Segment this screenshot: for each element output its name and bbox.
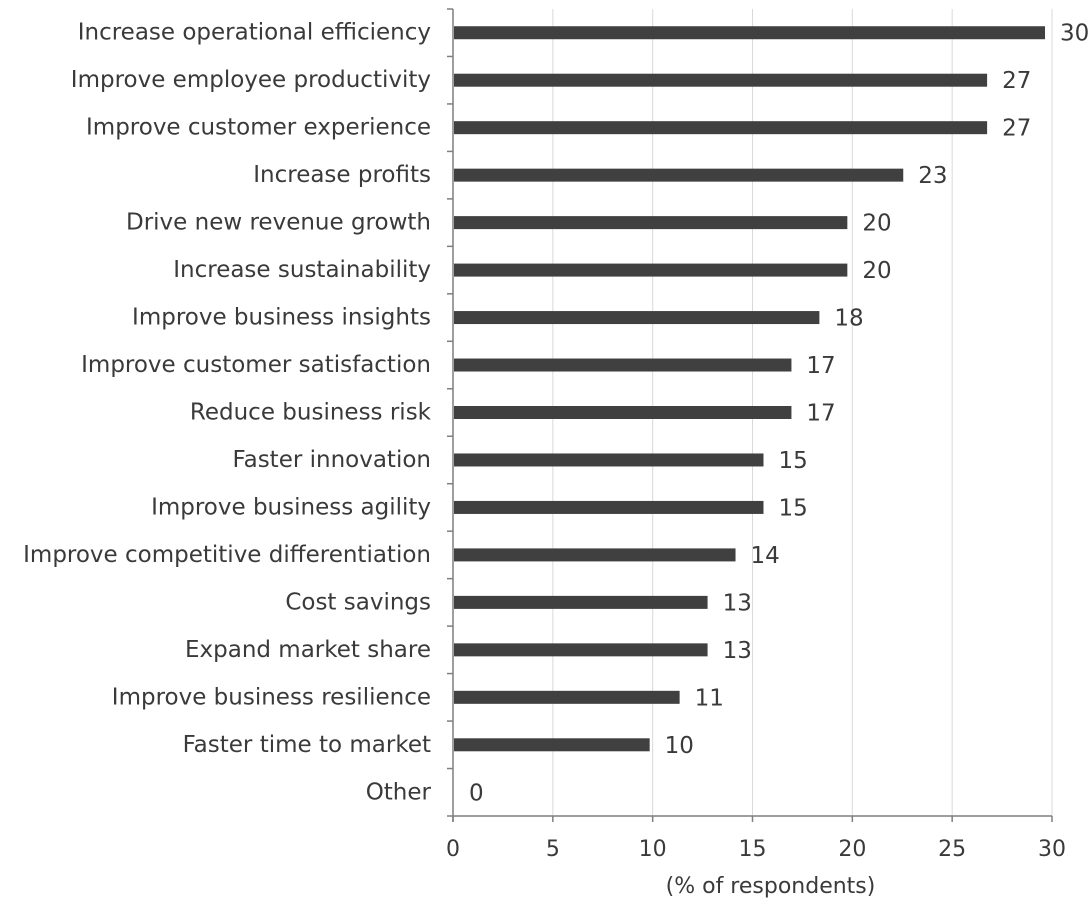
data-label: 15: [778, 448, 807, 474]
category-label: Improve competitive differentiation: [23, 542, 431, 568]
data-label: 15: [778, 495, 807, 521]
axes: [447, 8, 1053, 822]
data-label: 20: [862, 211, 891, 237]
category-label: Improve customer experience: [86, 115, 431, 141]
bar: [454, 500, 764, 514]
x-tick-label: 20: [838, 837, 866, 862]
data-label: 14: [751, 543, 780, 569]
bar: [454, 595, 708, 609]
category-label: Increase profits: [253, 162, 431, 188]
bar: [454, 738, 650, 752]
data-label: 10: [665, 733, 694, 759]
category-label: Increase sustainability: [173, 257, 431, 283]
x-tick-labels: 0 5 10 15 20 25 30: [446, 837, 1066, 862]
category-label: Faster innovation: [232, 447, 431, 473]
x-axis-title: (% of respondents): [666, 874, 876, 899]
bar: [454, 216, 848, 230]
data-label: 30: [1060, 21, 1089, 47]
bar: [454, 406, 792, 419]
bar: [454, 73, 988, 87]
data-label: 0: [469, 780, 484, 806]
data-label: 17: [806, 353, 835, 379]
data-label: 18: [834, 306, 863, 332]
bar: [454, 358, 792, 372]
bar: [454, 690, 680, 704]
bar: [454, 263, 848, 277]
bar: [454, 548, 736, 562]
data-label: 11: [695, 685, 724, 711]
data-label: 20: [862, 258, 891, 284]
data-label: 27: [1002, 68, 1031, 94]
category-label: Reduce business risk: [190, 400, 432, 426]
x-tick-label: 0: [446, 837, 460, 862]
category-label: Improve customer satisfaction: [81, 352, 431, 378]
data-label: 13: [723, 638, 752, 664]
category-label: Expand market share: [185, 637, 431, 663]
x-tick-label: 15: [739, 837, 767, 862]
data-label: 27: [1002, 116, 1031, 142]
category-label: Increase operational efficiency: [78, 20, 431, 46]
data-label: 23: [918, 163, 947, 189]
bar: [454, 168, 904, 182]
bar: [454, 121, 988, 135]
x-tick-label: 25: [938, 837, 966, 862]
category-label: Improve business resilience: [112, 684, 431, 710]
bar: [454, 453, 764, 467]
x-tick-label: 10: [639, 837, 667, 862]
x-tick-label: 5: [546, 837, 560, 862]
data-label: 17: [806, 401, 835, 427]
category-label: Faster time to market: [183, 732, 431, 758]
category-label: Improve business insights: [132, 305, 431, 331]
x-tick-label: 30: [1038, 837, 1066, 862]
bar: [454, 311, 820, 325]
category-label: Drive new revenue growth: [126, 210, 431, 236]
bar: [454, 643, 708, 657]
category-label: Improve employee productivity: [71, 67, 431, 93]
data-label: 13: [723, 590, 752, 616]
bar: [454, 26, 1046, 40]
category-label: Improve business agility: [151, 494, 431, 520]
category-label: Cost savings: [285, 589, 431, 615]
category-labels: Increase operational efficiency Improve e…: [23, 20, 432, 806]
category-label: Other: [366, 779, 432, 805]
bars: [454, 26, 1046, 752]
